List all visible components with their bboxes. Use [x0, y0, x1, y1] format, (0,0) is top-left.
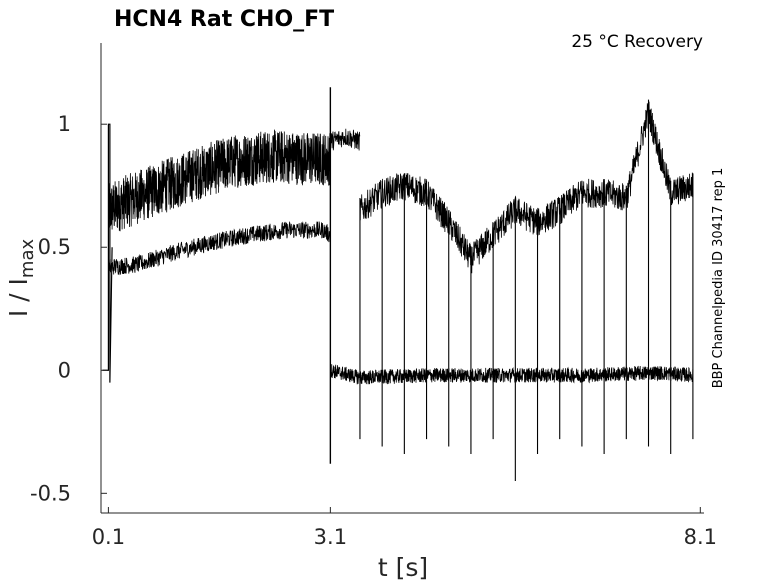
chart-annotation: 25 °C Recovery [571, 32, 703, 52]
y-tick-label: 1 [58, 112, 71, 136]
x-tick-label: 3.1 [314, 525, 347, 549]
y-axis-label-main: I / I [4, 278, 33, 317]
trace-upper-band [108, 129, 331, 232]
y-tick-label: 0 [58, 358, 71, 382]
x-tick-label: 8.1 [684, 525, 717, 549]
plot-area [100, 43, 704, 514]
y-axis-label-subscript: max [17, 239, 38, 279]
trace-onset [102, 123, 113, 383]
x-axis-ticks: 0.1 3.1 8.1 [92, 507, 717, 549]
x-tick-label: 0.1 [92, 525, 125, 549]
trace-recovery-plateau [359, 101, 694, 274]
y-tick-label: -0.5 [30, 481, 71, 505]
y-tick-label: 0.5 [38, 235, 71, 259]
trace-early-recovery [330, 128, 361, 151]
x-axis-label: t [s] [378, 553, 428, 582]
trace-lower-band [108, 221, 331, 276]
y-axis-label: I / Imax [4, 239, 38, 318]
trace-baseline [330, 364, 694, 385]
y-axis-ticks: -0.5 0 0.5 1 [30, 112, 107, 505]
chart-title: HCN4 Rat CHO_FT [114, 7, 334, 32]
side-label: BBP Channelpedia ID 30417 rep 1 [711, 168, 726, 389]
